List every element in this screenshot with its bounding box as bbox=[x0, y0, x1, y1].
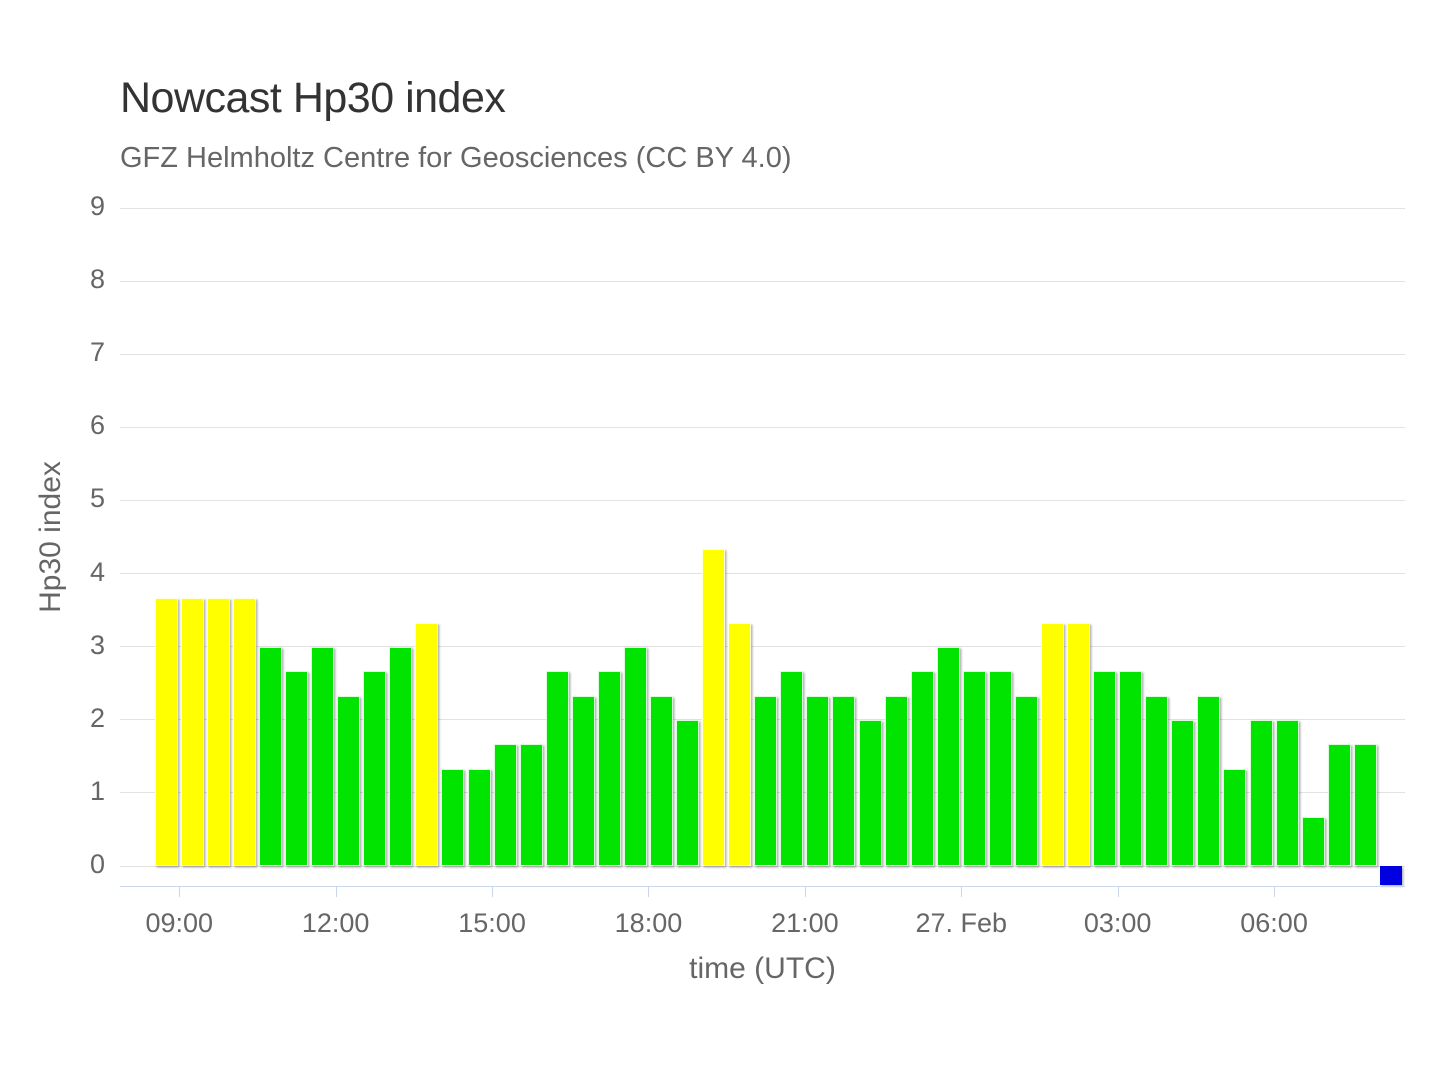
x-axis-line bbox=[120, 886, 1405, 887]
plot-area bbox=[120, 207, 1405, 885]
current-interval-marker bbox=[1379, 866, 1402, 885]
bar-2130-hp30-2.33 bbox=[832, 695, 856, 866]
bar-1730-hp30-3 bbox=[623, 646, 647, 866]
x-tick-0600 bbox=[1274, 886, 1276, 897]
x-tick-2100 bbox=[804, 886, 806, 897]
gridline-y-5 bbox=[120, 499, 1405, 501]
x-tick-label-0600: 06:00 bbox=[1240, 908, 1308, 938]
y-axis-title-text: Hp30 index bbox=[34, 461, 67, 613]
bar-2030-hp30-2.67 bbox=[780, 670, 804, 866]
bar-1000-hp30-3.67 bbox=[232, 597, 256, 866]
bar-0300-hp30-2.67 bbox=[1119, 670, 1143, 866]
bar-2330-hp30-3 bbox=[936, 646, 960, 866]
bar-1500-hp30-1.67 bbox=[493, 743, 517, 866]
bar-0630-hp30-0.67 bbox=[1301, 817, 1325, 866]
bar-0530-hp30-2 bbox=[1249, 719, 1273, 866]
bar-1700-hp30-2.67 bbox=[597, 670, 621, 866]
bar-1200-hp30-2.33 bbox=[337, 695, 361, 866]
bar-1030-hp30-3 bbox=[258, 646, 283, 866]
y-tick-label-8: 8 bbox=[89, 264, 105, 295]
bar-1230-hp30-2.67 bbox=[363, 670, 387, 866]
bar-1530-hp30-1.67 bbox=[519, 743, 543, 866]
bar-1300-hp30-3 bbox=[389, 646, 413, 866]
bar-0200-hp30-3.33 bbox=[1067, 622, 1091, 866]
gridline-y-8 bbox=[120, 280, 1405, 282]
bar-0230-hp30-2.67 bbox=[1093, 670, 1117, 866]
bar-1930-hp30-3.33 bbox=[728, 622, 752, 866]
bar-0930-hp30-3.67 bbox=[206, 597, 230, 866]
bar-0030-hp30-2.67 bbox=[988, 670, 1012, 866]
gridline-y-9 bbox=[120, 207, 1405, 209]
x-tick-label-0900: 09:00 bbox=[145, 908, 214, 938]
bar-1600-hp30-2.67 bbox=[545, 670, 569, 866]
bar-1100-hp30-2.67 bbox=[285, 670, 309, 866]
bar-0430-hp30-2.33 bbox=[1197, 695, 1221, 866]
bar-1630-hp30-2.33 bbox=[571, 695, 595, 866]
x-tick-label-1500: 15:00 bbox=[458, 908, 526, 938]
chart-title: Nowcast Hp30 index bbox=[120, 74, 506, 122]
y-tick-label-3: 3 bbox=[89, 629, 105, 660]
x-axis-title: time (UTC) bbox=[689, 952, 836, 985]
bar-0500-hp30-1.33 bbox=[1223, 768, 1247, 866]
y-tick-label-4: 4 bbox=[89, 556, 105, 587]
bar-0830-hp30-3.67 bbox=[154, 597, 178, 866]
gridline-y-4 bbox=[120, 573, 1405, 575]
gridline-y-6 bbox=[120, 426, 1405, 428]
x-tick-label-1800: 18:00 bbox=[614, 908, 683, 938]
x-tick-label-0300: 03:00 bbox=[1083, 908, 1152, 938]
bar-0330-hp30-2.33 bbox=[1145, 695, 1169, 866]
gridline-y-3 bbox=[120, 646, 1405, 648]
bar-2230-hp30-2.33 bbox=[884, 695, 908, 866]
bar-0600-hp30-2 bbox=[1275, 719, 1299, 866]
y-tick-label-5: 5 bbox=[89, 483, 105, 514]
bar-2300-hp30-2.67 bbox=[910, 670, 934, 866]
bar-0130-hp30-3.33 bbox=[1040, 622, 1065, 866]
y-tick-label-1: 1 bbox=[89, 775, 105, 806]
x-tick-label-27Feb: 27. Feb bbox=[915, 908, 1008, 938]
bar-0400-hp30-2 bbox=[1171, 719, 1195, 866]
x-tick-1800 bbox=[648, 886, 650, 897]
y-tick-label-2: 2 bbox=[89, 702, 105, 733]
bar-1830-hp30-2 bbox=[676, 719, 700, 866]
y-tick-label-7: 7 bbox=[89, 337, 105, 368]
x-tick-0300 bbox=[1117, 886, 1119, 897]
gridline-y-0 bbox=[120, 865, 1405, 867]
y-tick-label-6: 6 bbox=[89, 410, 105, 441]
x-tick-1200 bbox=[335, 886, 337, 897]
bar-0900-hp30-3.67 bbox=[180, 597, 204, 866]
x-tick-label-1200: 12:00 bbox=[301, 908, 370, 938]
bar-1400-hp30-1.33 bbox=[441, 768, 465, 866]
y-tick-label-0: 0 bbox=[89, 849, 105, 879]
chart-subtitle: GFZ Helmholtz Centre for Geosciences (CC… bbox=[120, 142, 792, 174]
bar-0000-hp30-2.67 bbox=[962, 670, 986, 866]
bar-0100-hp30-2.33 bbox=[1014, 695, 1038, 866]
bar-2100-hp30-2.33 bbox=[806, 695, 830, 866]
bar-0730-hp30-1.67 bbox=[1353, 743, 1377, 866]
bar-2000-hp30-2.33 bbox=[754, 695, 778, 866]
y-tick-label-9: 9 bbox=[89, 191, 105, 221]
x-tick-label-2100: 21:00 bbox=[771, 908, 839, 938]
x-tick-1500 bbox=[492, 886, 494, 897]
bar-0700-hp30-1.67 bbox=[1327, 743, 1351, 866]
bar-1430-hp30-1.33 bbox=[467, 768, 491, 866]
bar-1900-hp30-4.33 bbox=[702, 549, 726, 866]
bar-2200-hp30-2 bbox=[858, 719, 882, 866]
bar-1800-hp30-2.33 bbox=[649, 695, 674, 866]
x-tick-27Feb bbox=[961, 886, 963, 897]
gridline-y-7 bbox=[120, 353, 1405, 355]
bar-1330-hp30-3.33 bbox=[415, 622, 439, 866]
bar-1130-hp30-3 bbox=[311, 646, 335, 866]
x-tick-0900 bbox=[179, 886, 181, 897]
